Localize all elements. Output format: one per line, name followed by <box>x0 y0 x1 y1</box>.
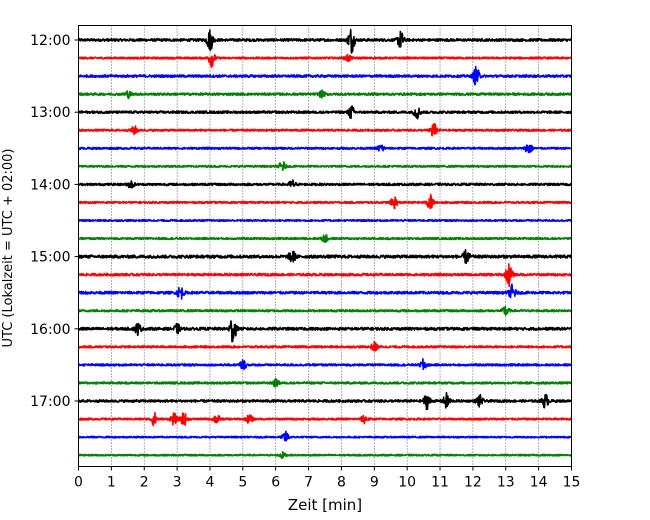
y-tick-label: 14:00 <box>30 177 70 193</box>
x-tick-label: 14 <box>530 475 548 491</box>
x-tick-label: 8 <box>337 475 346 491</box>
trace-row-1630 <box>77 358 573 371</box>
x-tick-label: 11 <box>431 475 449 491</box>
trace-row-1500 <box>77 248 573 265</box>
seismogram-traces <box>77 28 573 459</box>
trace-row-1315 <box>77 123 573 137</box>
y-tick-label: 13:00 <box>30 105 70 121</box>
trace-row-1530 <box>77 283 573 300</box>
trace-row-1245 <box>77 89 572 100</box>
trace-row-1415 <box>77 193 573 210</box>
y-tick-label: 17:00 <box>30 394 70 410</box>
trace-row-1215 <box>77 53 572 68</box>
x-axis-ticks: 0 1 2 3 4 5 6 7 8 9 10 11 12 13 14 15 <box>74 466 581 491</box>
x-tick-label: 13 <box>497 475 515 491</box>
trace-row-1515 <box>77 263 573 288</box>
trace-row-1715 <box>77 411 573 427</box>
y-tick-label: 16:00 <box>30 322 70 338</box>
x-tick-label: 9 <box>370 475 379 491</box>
trace-row-1400 <box>77 179 573 189</box>
trace-row-1330 <box>77 144 573 154</box>
x-tick-label: 4 <box>206 475 215 491</box>
trace-row-1615 <box>77 341 572 352</box>
y-axis-label: UTC (Lokalzeit = UTC + 02:00) <box>1 149 16 348</box>
x-axis-label: Zeit [min] <box>288 496 362 514</box>
x-tick-label: 15 <box>563 475 581 491</box>
x-tick-label: 0 <box>74 475 83 491</box>
x-tick-label: 2 <box>140 475 149 491</box>
trace-row-1730 <box>77 430 573 442</box>
x-tick-label: 12 <box>464 475 482 491</box>
trace-row-1600 <box>77 320 572 343</box>
trace-row-1445 <box>77 234 573 244</box>
y-tick-label: 12:00 <box>30 33 70 49</box>
trace-row-1430 <box>77 218 573 223</box>
x-tick-label: 1 <box>107 475 116 491</box>
y-tick-label: 15:00 <box>30 250 70 266</box>
x-tick-label: 10 <box>398 475 416 491</box>
trace-row-1200 <box>77 28 572 54</box>
trace-row-1230 <box>78 65 573 86</box>
trace-row-1545 <box>77 305 573 316</box>
trace-row-1645 <box>78 377 573 388</box>
trace-row-1300 <box>77 105 573 120</box>
x-tick-label: 7 <box>304 475 313 491</box>
plot-frame <box>78 25 572 467</box>
trace-row-1700 <box>77 391 573 411</box>
trace-row-1345 <box>77 161 573 172</box>
x-tick-label: 6 <box>271 475 280 491</box>
trace-row-1745 <box>77 450 573 459</box>
y-axis-ticks: 12:00 13:00 14:00 15:00 16:00 17:00 <box>30 33 79 410</box>
x-tick-label: 3 <box>173 475 182 491</box>
x-tick-label: 5 <box>238 475 247 491</box>
